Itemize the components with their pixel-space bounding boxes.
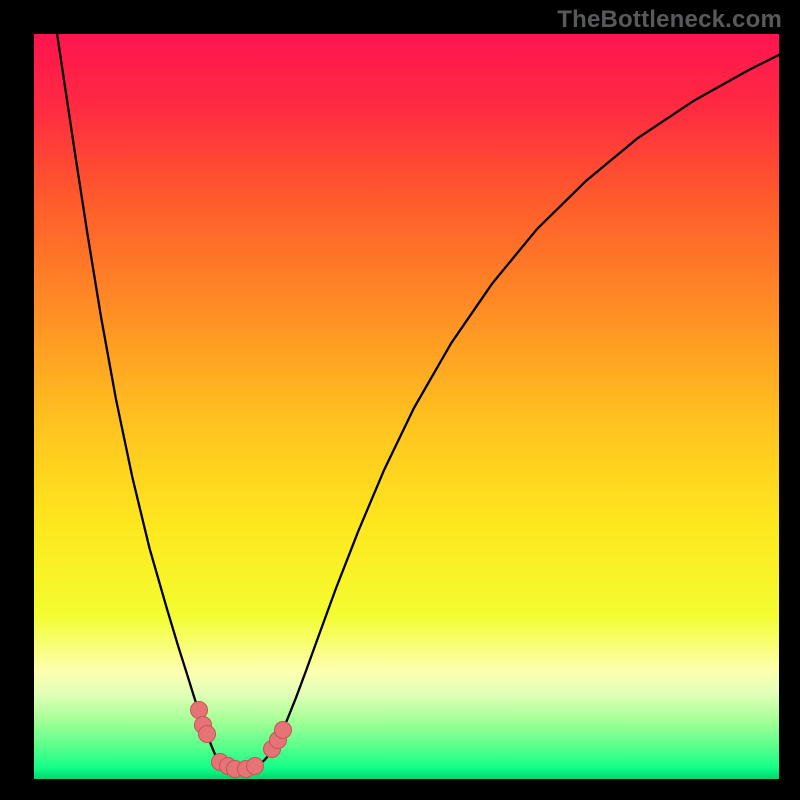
- curve-layer: [34, 34, 779, 779]
- watermark-text: TheBottleneck.com: [557, 6, 782, 34]
- data-point-marker: [246, 757, 264, 775]
- chart-plot-area: [34, 34, 779, 779]
- data-point-marker: [274, 721, 292, 739]
- bottleneck-curve: [55, 34, 779, 769]
- data-point-marker: [198, 725, 216, 743]
